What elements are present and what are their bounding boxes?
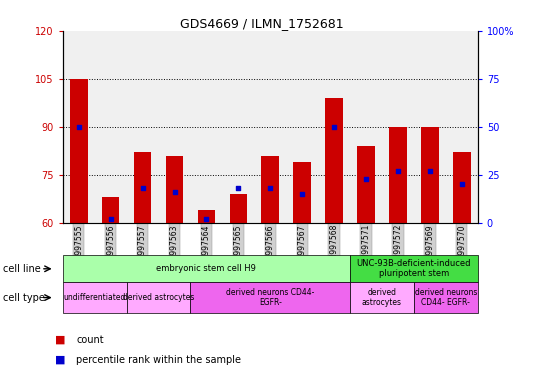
- Point: [330, 124, 339, 130]
- Text: ■: ■: [55, 355, 65, 365]
- Text: derived
astrocytes: derived astrocytes: [362, 288, 402, 307]
- Bar: [166, 156, 183, 223]
- Point: [74, 124, 83, 130]
- Bar: [453, 152, 471, 223]
- Text: UNC-93B-deficient-induced
pluripotent stem: UNC-93B-deficient-induced pluripotent st…: [357, 259, 471, 278]
- Bar: [293, 162, 311, 223]
- Bar: [357, 146, 375, 223]
- Text: derived astrocytes: derived astrocytes: [123, 293, 194, 302]
- Point: [458, 181, 466, 187]
- Bar: [325, 98, 343, 223]
- Bar: [262, 156, 279, 223]
- Bar: [389, 127, 407, 223]
- Point: [425, 168, 434, 174]
- Text: derived neurons
CD44- EGFR-: derived neurons CD44- EGFR-: [414, 288, 477, 307]
- Text: undifferentiated: undifferentiated: [63, 293, 126, 302]
- Bar: [134, 152, 151, 223]
- Point: [138, 185, 147, 191]
- Text: derived neurons CD44-
EGFR-: derived neurons CD44- EGFR-: [226, 288, 314, 307]
- Bar: [421, 127, 438, 223]
- Point: [298, 191, 306, 197]
- Point: [170, 189, 179, 195]
- Point: [234, 185, 243, 191]
- Text: cell type: cell type: [3, 293, 45, 303]
- Bar: [102, 197, 120, 223]
- Point: [361, 175, 370, 182]
- Text: GDS4669 / ILMN_1752681: GDS4669 / ILMN_1752681: [180, 17, 344, 30]
- Bar: [70, 79, 87, 223]
- Point: [394, 168, 402, 174]
- Text: count: count: [76, 335, 104, 345]
- Text: embryonic stem cell H9: embryonic stem cell H9: [157, 264, 257, 273]
- Point: [202, 216, 211, 222]
- Text: ■: ■: [55, 335, 65, 345]
- Bar: [229, 194, 247, 223]
- Point: [266, 185, 275, 191]
- Bar: [198, 210, 215, 223]
- Text: percentile rank within the sample: percentile rank within the sample: [76, 355, 241, 365]
- Text: cell line: cell line: [3, 264, 40, 274]
- Point: [106, 216, 115, 222]
